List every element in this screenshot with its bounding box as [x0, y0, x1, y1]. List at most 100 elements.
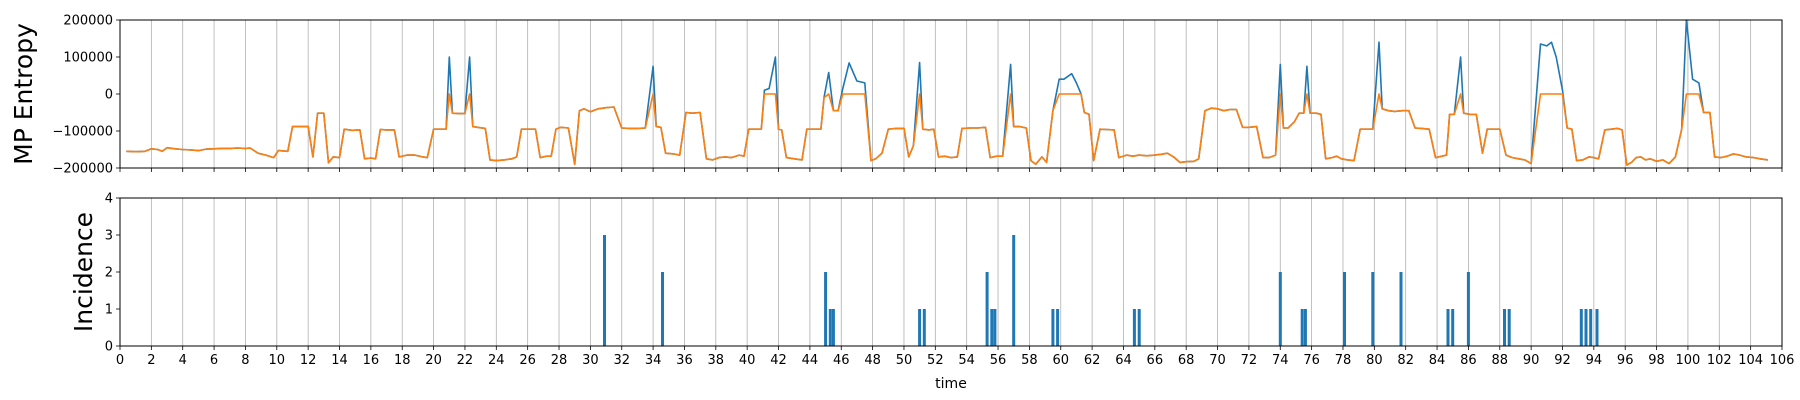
x-tick-label: 22 — [457, 353, 474, 368]
incidence-bar — [1051, 309, 1055, 346]
x-tick-label: 32 — [613, 353, 630, 368]
x-tick-label: 98 — [1648, 353, 1665, 368]
y-tick-label: 0 — [105, 340, 113, 355]
entropy-x-ticks — [119, 168, 1783, 172]
x-tick-label: 54 — [958, 353, 975, 368]
incidence-bar — [1137, 309, 1141, 346]
y-tick-label: 200000 — [63, 14, 113, 29]
x-tick-label: 102 — [1707, 353, 1732, 368]
x-tick-label: 104 — [1738, 353, 1763, 368]
incidence-bar — [1446, 309, 1450, 346]
entropy-series-line — [126, 93, 1769, 166]
x-tick-label: 38 — [708, 353, 725, 368]
x-tick-label: 16 — [363, 353, 380, 368]
x-tick-label: 12 — [300, 353, 317, 368]
incidence-bar — [1132, 309, 1136, 346]
x-tick-label: 34 — [645, 353, 662, 368]
entropy-lines — [126, 19, 1769, 166]
x-tick-label: 68 — [1178, 353, 1195, 368]
x-tick-label: 20 — [425, 353, 442, 368]
x-tick-label: 18 — [394, 353, 411, 368]
incidence-bar — [1584, 309, 1588, 346]
incidence-x-ticks: 0 2 4 6 8 10 12 14 16 18 20 22 24 26 28 30 32 34 36 38 40 42 4… — [116, 346, 1795, 368]
incidence-bar — [603, 235, 606, 346]
x-tick-label: 2 — [147, 353, 155, 368]
x-tick-label: 42 — [770, 353, 787, 368]
y-tick-label: 4 — [105, 192, 113, 207]
x-tick-label: 80 — [1366, 353, 1383, 368]
x-tick-label: 14 — [331, 353, 348, 368]
x-tick-label: 30 — [582, 353, 599, 368]
y-tick-label: −200000 — [52, 162, 113, 177]
incidence-grid — [119, 198, 1783, 346]
x-tick-label: 40 — [739, 353, 756, 368]
y-tick-label: 1 — [105, 303, 113, 318]
incidence-bar — [828, 309, 832, 346]
x-tick-label: 70 — [1209, 353, 1226, 368]
incidence-axes-frame — [119, 197, 1783, 347]
x-tick-label: 94 — [1586, 353, 1603, 368]
incidence-bar — [985, 272, 989, 346]
entropy-series-line — [126, 19, 1769, 166]
incidence-bar — [1466, 272, 1470, 346]
x-tick-label: 0 — [116, 353, 124, 368]
incidence-bar — [1371, 272, 1375, 346]
incidence-bar — [1303, 309, 1307, 346]
x-tick-label: 46 — [833, 353, 850, 368]
y-tick-label: 100000 — [63, 51, 113, 66]
incidence-bar — [824, 272, 828, 346]
x-tick-label: 72 — [1241, 353, 1258, 368]
x-tick-label: 62 — [1084, 353, 1101, 368]
entropy-panel: −200000 −100000 0 100000 200000 MP Entropy — [9, 14, 1783, 177]
x-tick-label: 56 — [990, 353, 1007, 368]
incidence-bar — [1300, 309, 1304, 346]
incidence-bar — [1056, 309, 1060, 346]
incidence-bar — [1589, 309, 1593, 346]
incidence-bar — [1507, 309, 1511, 346]
incidence-bar — [922, 309, 926, 346]
x-tick-label: 96 — [1617, 353, 1634, 368]
incidence-bar — [1012, 235, 1016, 346]
entropy-y-ticks: −200000 −100000 0 100000 200000 — [52, 14, 120, 177]
x-tick-label: 50 — [896, 353, 913, 368]
incidence-y-ticks: 0 1 2 3 4 — [105, 192, 120, 355]
incidence-bar — [1278, 272, 1282, 346]
x-tick-label: 60 — [1052, 353, 1069, 368]
x-tick-label: 82 — [1397, 353, 1414, 368]
incidence-bar — [1343, 272, 1346, 346]
x-tick-label: 4 — [179, 353, 187, 368]
x-tick-label: 76 — [1303, 353, 1320, 368]
entropy-grid — [119, 20, 1783, 168]
incidence-bar — [1503, 309, 1506, 346]
x-tick-label: 6 — [210, 353, 218, 368]
x-tick-label: 64 — [1115, 353, 1132, 368]
incidence-bar — [990, 309, 994, 346]
x-tick-label: 88 — [1492, 353, 1509, 368]
incidence-bar — [1579, 309, 1583, 346]
x-tick-label: 36 — [676, 353, 693, 368]
x-tick-label: 52 — [927, 353, 944, 368]
incidence-bar — [1595, 309, 1599, 346]
x-tick-label: 106 — [1770, 353, 1795, 368]
x-axis-label: time — [935, 376, 967, 392]
incidence-y-axis-label: Incidence — [69, 212, 98, 332]
x-tick-label: 78 — [1335, 353, 1352, 368]
incidence-bar — [661, 272, 664, 346]
x-tick-label: 92 — [1554, 353, 1571, 368]
incidence-bar — [993, 309, 997, 346]
entropy-y-axis-label: MP Entropy — [9, 23, 38, 165]
x-tick-label: 10 — [269, 353, 286, 368]
incidence-bar — [831, 309, 835, 346]
incidence-bar — [918, 309, 922, 346]
incidence-bars — [603, 235, 1599, 346]
y-tick-label: 2 — [105, 266, 113, 281]
x-tick-label: 84 — [1429, 353, 1446, 368]
incidence-bar — [1399, 272, 1403, 346]
incidence-bar — [1451, 309, 1455, 346]
x-tick-label: 66 — [1147, 353, 1164, 368]
x-tick-label: 74 — [1272, 353, 1289, 368]
x-tick-label: 26 — [519, 353, 536, 368]
y-tick-label: −100000 — [52, 125, 113, 140]
